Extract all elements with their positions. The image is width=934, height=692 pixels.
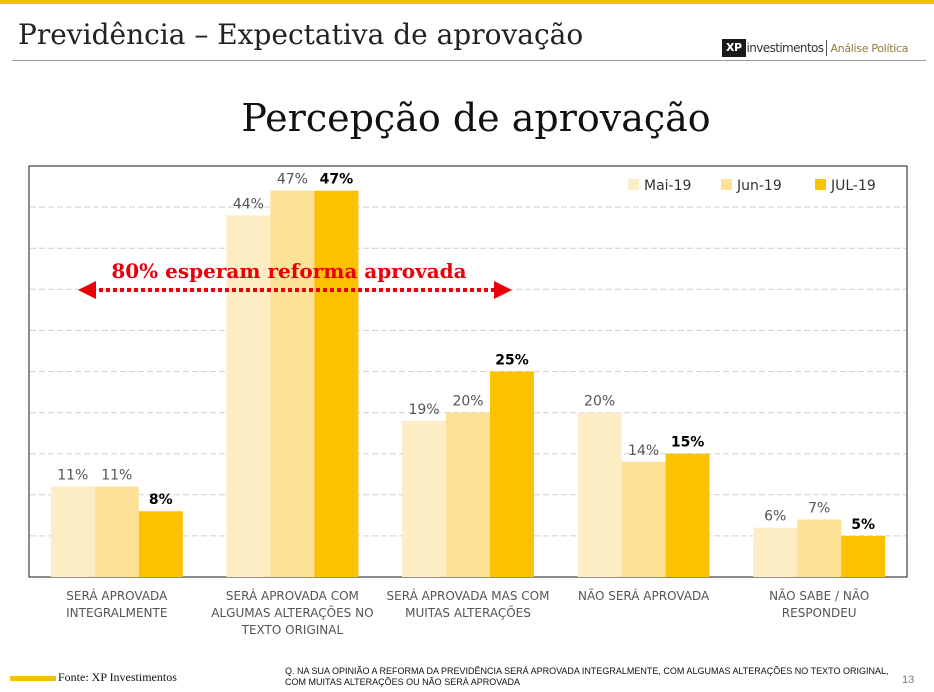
data-label: 7%	[808, 500, 830, 516]
category-label: SERÁ APROVADA MAS COM	[387, 588, 550, 603]
category-label: MUITAS ALTERAÇÕES	[405, 605, 531, 620]
legend-swatch	[815, 179, 826, 190]
data-label: 44%	[233, 196, 264, 212]
data-label: 14%	[628, 443, 659, 459]
data-label: 25%	[495, 353, 529, 369]
brand-name: investimentos	[746, 41, 825, 55]
legend-label: JUL-19	[830, 178, 876, 194]
bar	[226, 215, 271, 577]
question-note-line-1: Q. NA SUA OPINIÃO A REFORMA DA PREVIDÊNC…	[285, 666, 889, 676]
bar	[94, 486, 139, 577]
bar	[621, 461, 666, 577]
category-label: NÃO SABE / NÃO	[769, 588, 869, 603]
brand-separator	[826, 40, 828, 56]
brand-tagline: Análise Política	[830, 41, 909, 55]
legend-label: Jun-19	[736, 178, 782, 194]
chart-title: Percepção de aprovação	[241, 96, 711, 140]
data-label: 11%	[57, 468, 88, 484]
category-label: INTEGRALMENTE	[66, 606, 167, 620]
question-note-line-2: COM MUITAS ALTERAÇÕES OU NÃO SERÁ APROVA…	[285, 677, 521, 687]
data-label: 8%	[149, 492, 173, 508]
category-label: TEXTO ORIGINAL	[241, 623, 344, 637]
data-label: 11%	[101, 468, 132, 484]
annotation: 80% esperam reforma aprovada	[78, 259, 512, 299]
legend: Mai-19 Jun-19 JUL-19	[628, 178, 876, 194]
data-label: 6%	[764, 509, 786, 525]
data-label: 5%	[851, 517, 875, 533]
category-label: ALGUMAS ALTERAÇÕES NO	[211, 605, 373, 620]
top-accent-bar	[0, 0, 934, 4]
page-number: 13	[902, 674, 915, 686]
legend-label: Mai-19	[644, 178, 691, 194]
category-labels: SERÁ APROVADA INTEGRALMENTE SERÁ APROVADA …	[66, 588, 869, 637]
arrow-left-icon	[78, 281, 96, 299]
category-label: RESPONDEU	[782, 606, 857, 620]
bar	[490, 371, 534, 577]
bar	[138, 511, 183, 577]
source-note: Fonte: XP Investimentos	[58, 670, 177, 684]
bar	[841, 535, 886, 577]
bar	[446, 412, 490, 577]
xp-logo-icon: XP	[722, 39, 746, 57]
header-divider	[12, 60, 926, 61]
question-note: Q. NA SUA OPINIÃO A REFORMA DA PREVIDÊNC…	[285, 666, 925, 688]
data-label: 20%	[584, 394, 615, 410]
category-label: SERÁ APROVADA COM	[226, 588, 359, 603]
legend-swatch	[721, 179, 732, 190]
bar	[577, 412, 622, 577]
footer-accent-bar	[10, 676, 56, 681]
data-label: 15%	[671, 435, 705, 451]
value-labels: 11% 11% 8% 44% 47% 47% 19% 20% 25% 20% 14% 15% 6% 7% 5…	[57, 172, 875, 533]
annotation-text: 80% esperam reforma aprovada	[111, 259, 466, 283]
bar	[665, 453, 710, 577]
category-label: SERÁ APROVADA	[66, 588, 168, 603]
data-label: 20%	[452, 394, 483, 410]
data-label: 47%	[320, 172, 354, 188]
bar	[797, 519, 842, 577]
brand-logo: XP investimentos Análise Política	[722, 38, 909, 58]
data-label: 19%	[408, 402, 439, 418]
bar	[50, 486, 95, 577]
bar	[402, 420, 446, 577]
category-label: NÃO SERÁ APROVADA	[578, 588, 710, 603]
bars	[50, 190, 886, 577]
bar	[270, 190, 315, 577]
bar	[753, 527, 798, 577]
data-label: 47%	[277, 172, 308, 188]
page-title: Previdência – Expectativa de aprovação	[18, 18, 584, 51]
legend-swatch	[628, 179, 639, 190]
arrow-right-icon	[494, 281, 512, 299]
bar	[314, 190, 359, 577]
